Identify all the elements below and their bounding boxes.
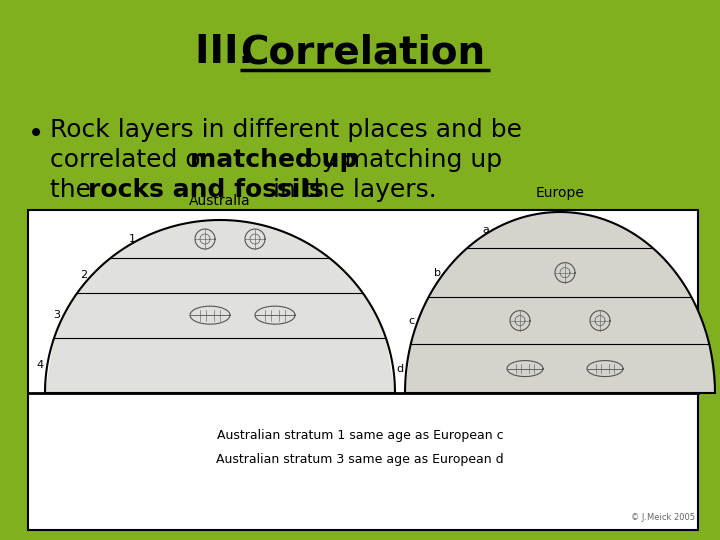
Text: b: b: [434, 268, 441, 278]
Text: •: •: [28, 120, 44, 148]
Text: matched up: matched up: [190, 148, 357, 172]
Bar: [28, 210, 698, 530]
Text: Europe: Europe: [536, 186, 585, 200]
Text: © J.Meick 2005: © J.Meick 2005: [631, 513, 695, 522]
Text: 2: 2: [81, 271, 88, 280]
Text: Australia: Australia: [189, 194, 251, 208]
Text: Rock layers in different places and be: Rock layers in different places and be: [50, 118, 522, 142]
Text: correlated or: correlated or: [50, 148, 219, 172]
Text: the: the: [50, 178, 99, 202]
Text: rocks and fossils: rocks and fossils: [88, 178, 324, 202]
Text: III.: III.: [195, 33, 267, 71]
Text: Correlation: Correlation: [240, 33, 485, 71]
Polygon shape: [405, 212, 715, 393]
Text: a: a: [482, 225, 490, 235]
Text: in the layers.: in the layers.: [265, 178, 437, 202]
Text: 3: 3: [53, 310, 60, 320]
Text: Australian stratum 1 same age as European c: Australian stratum 1 same age as Europea…: [217, 429, 503, 442]
Polygon shape: [78, 220, 363, 293]
Polygon shape: [467, 212, 653, 248]
Text: Australian stratum 3 same age as European d: Australian stratum 3 same age as Europea…: [216, 454, 504, 467]
Polygon shape: [54, 220, 386, 338]
Polygon shape: [110, 220, 330, 258]
Text: 4: 4: [36, 360, 43, 370]
Text: d: d: [396, 363, 403, 374]
Text: c: c: [409, 315, 415, 326]
Polygon shape: [428, 212, 691, 297]
Text: by matching up: by matching up: [298, 148, 502, 172]
Polygon shape: [45, 220, 395, 393]
Polygon shape: [410, 212, 709, 344]
Text: 1: 1: [129, 234, 136, 244]
